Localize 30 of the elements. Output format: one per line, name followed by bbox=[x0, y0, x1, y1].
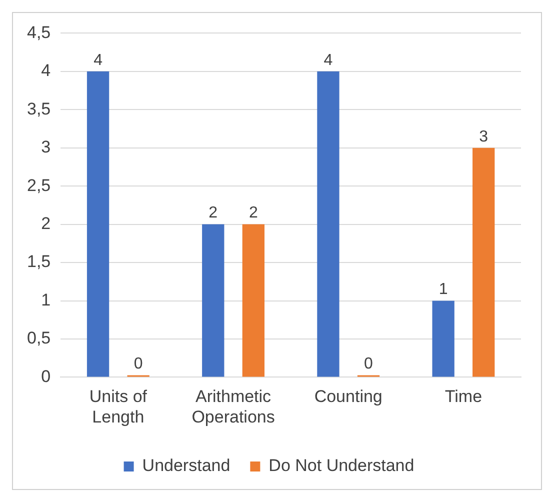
legend-label: Do Not Understand bbox=[268, 456, 414, 476]
bar bbox=[242, 224, 264, 377]
y-tick-label: 3,5 bbox=[26, 99, 51, 118]
data-label: 4 bbox=[94, 52, 103, 69]
bar bbox=[432, 300, 454, 377]
data-label: 2 bbox=[248, 204, 258, 222]
x-tick-label: Time bbox=[444, 387, 482, 406]
y-tick-label: 1,5 bbox=[26, 252, 51, 272]
bar bbox=[472, 148, 495, 377]
y-tick-label: 4 bbox=[41, 61, 51, 80]
x-tick-label: Counting bbox=[314, 387, 382, 406]
y-tick-label: 2 bbox=[41, 214, 51, 233]
bar bbox=[317, 71, 340, 377]
x-tick-label: Arithmetic Operations bbox=[192, 387, 275, 426]
y-tick-label: 2,5 bbox=[26, 176, 51, 195]
y-tick-label: 3 bbox=[41, 138, 51, 157]
x-tick-label: Units of Length bbox=[89, 387, 148, 426]
data-label: 1 bbox=[438, 281, 448, 298]
legend-label: Understand bbox=[142, 456, 230, 476]
bar bbox=[86, 71, 110, 377]
y-tick-label: 0 bbox=[41, 366, 51, 386]
y-tick-label: 4,5 bbox=[26, 22, 51, 42]
data-label: 3 bbox=[479, 128, 488, 146]
bar bbox=[202, 224, 224, 377]
data-label: 2 bbox=[208, 204, 218, 222]
y-tick-label: 0,5 bbox=[26, 328, 51, 348]
data-label: 0 bbox=[364, 356, 374, 373]
data-label: 0 bbox=[134, 356, 143, 373]
data-label: 4 bbox=[324, 52, 333, 69]
y-tick-label: 1 bbox=[41, 290, 51, 310]
